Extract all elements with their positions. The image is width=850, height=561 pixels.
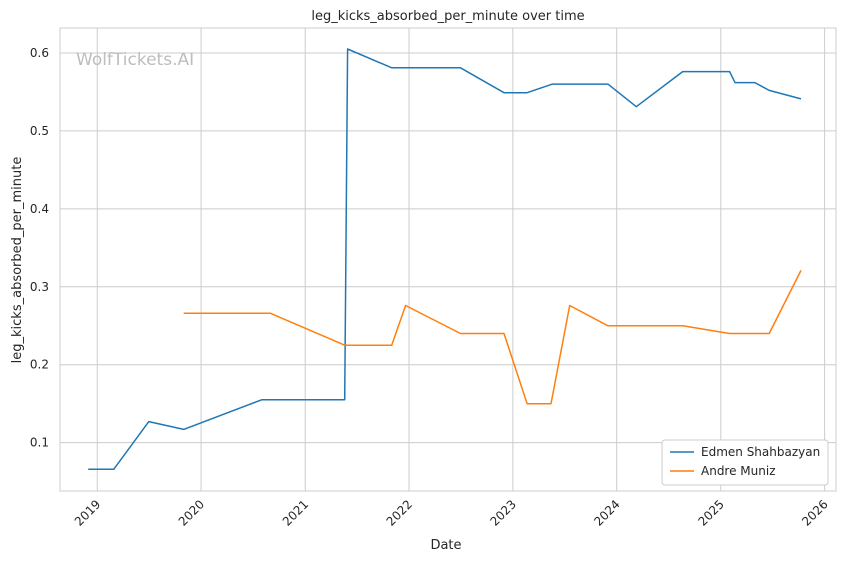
legend-label-edmen-shahbazyan: Edmen Shahbazyan bbox=[701, 445, 820, 459]
x-tick-label: 2020 bbox=[176, 497, 207, 528]
plot-frame bbox=[59, 27, 837, 492]
y-tick-labels: 0.1 0.2 0.3 0.4 0.5 0.6 bbox=[30, 46, 49, 450]
x-tick-labels: 2019 2020 2021 2022 2023 2024 2025 2026 bbox=[72, 497, 831, 528]
series-line-edmen-shahbazyan bbox=[88, 48, 802, 470]
legend: Edmen Shahbazyan Andre Muniz bbox=[661, 439, 829, 486]
x-tick-label: 2021 bbox=[280, 497, 311, 528]
x-axis-label: Date bbox=[430, 538, 461, 553]
y-tick-label: 0.3 bbox=[30, 280, 49, 294]
y-axis-label: leg_kicks_absorbed_per_minute bbox=[10, 157, 25, 364]
chart-title: leg_kicks_absorbed_per_minute over time bbox=[311, 9, 584, 24]
series-line-andre-muniz bbox=[183, 270, 802, 405]
y-tick-label: 0.2 bbox=[30, 358, 49, 372]
plot-area bbox=[60, 28, 836, 491]
x-tick-label: 2022 bbox=[384, 497, 415, 528]
legend-box bbox=[661, 439, 829, 486]
series-layer bbox=[88, 48, 802, 470]
watermark: WolfTickets.AI bbox=[76, 50, 194, 70]
y-tick-label: 0.4 bbox=[30, 202, 49, 216]
x-tick-label: 2025 bbox=[695, 497, 726, 528]
x-tick-label: 2026 bbox=[799, 497, 830, 528]
x-tick-label: 2019 bbox=[72, 497, 103, 528]
x-tick-label: 2024 bbox=[591, 497, 622, 528]
y-tick-label: 0.1 bbox=[30, 436, 49, 450]
x-tick-label: 2023 bbox=[487, 497, 518, 528]
y-tick-label: 0.6 bbox=[30, 46, 49, 60]
legend-label-andre-muniz: Andre Muniz bbox=[701, 464, 776, 478]
grid-lines bbox=[60, 28, 836, 491]
y-tick-label: 0.5 bbox=[30, 124, 49, 138]
